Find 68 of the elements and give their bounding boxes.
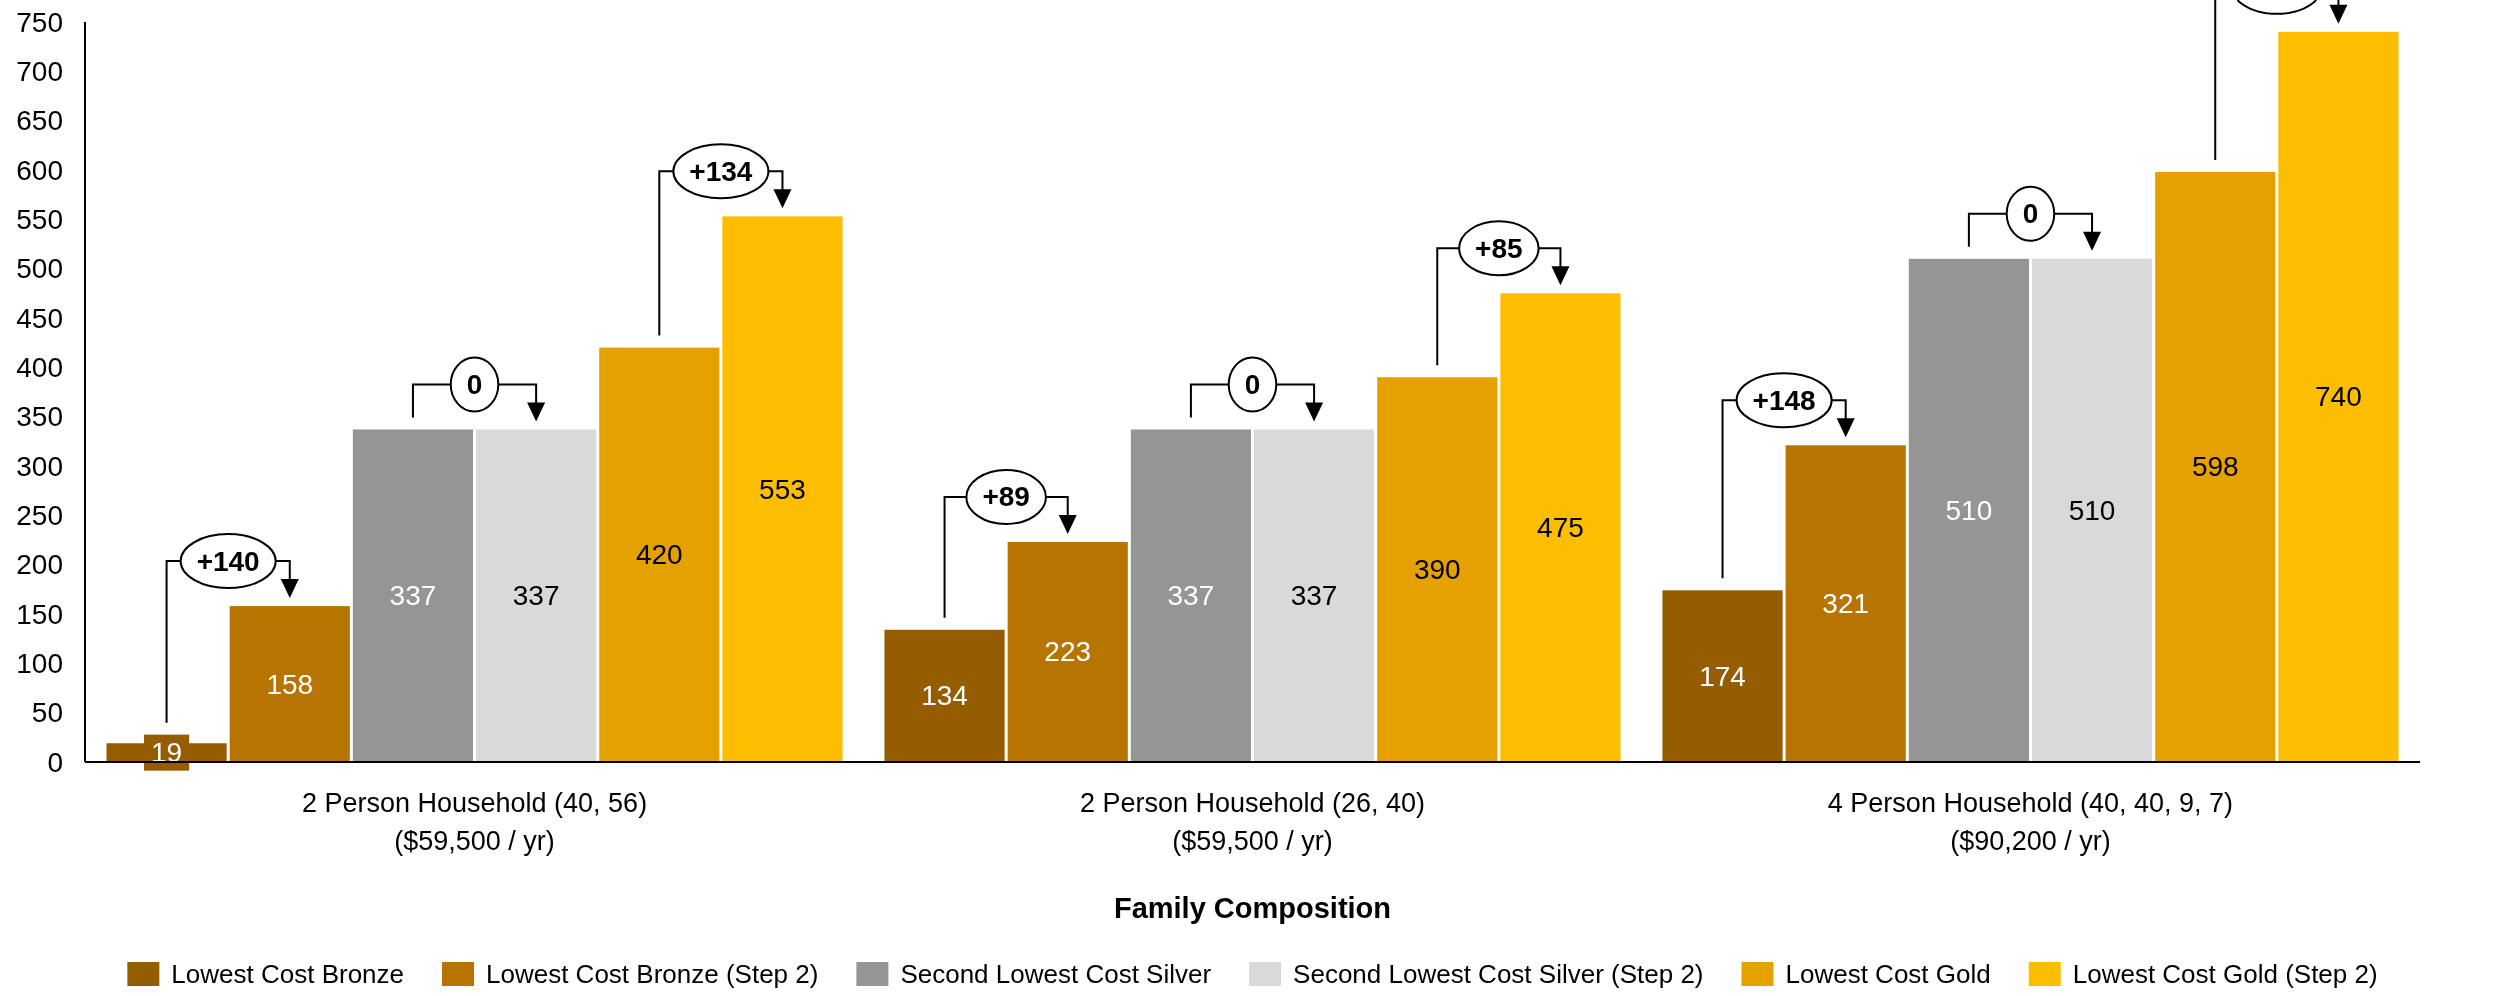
bar [599,347,720,762]
bar [1908,258,2029,762]
data-label: 420 [635,539,683,571]
bar [1500,293,1621,762]
bar [1662,590,1783,762]
data-label: 740 [2315,381,2362,413]
data-label: 510 [1945,494,1993,526]
bar [1254,429,1375,762]
data-label: 553 [759,473,806,505]
y-tick-label: 350 [16,401,63,433]
x-axis-title: Family Composition [1113,892,1392,924]
y-tick-label: 0 [47,746,63,778]
data-label: 174 [1699,660,1746,692]
bar [1785,445,1906,762]
x-tick-label: 2 Person Household (26, 40) ($59,500 / yr) [1079,788,1426,856]
y-tick-label: 200 [16,549,63,581]
bar [722,216,843,762]
y-tick-label: 600 [16,154,63,186]
y-tick-label: 400 [16,351,63,383]
legend-label: Lowest Cost Bronze [171,959,405,989]
annotation: +85 [1475,232,1523,264]
y-tick-label: 100 [16,647,63,679]
data-label: 158 [266,668,314,700]
bar [352,429,474,762]
data-label: 223 [1044,636,1092,668]
y-tick-label: 150 [16,598,63,630]
y-tick-label: 300 [16,450,63,482]
bar [2031,258,2153,762]
x-tick-label: 4 Person Household (40, 40, 9, 7) ($90,200 / yr) [1827,788,2234,856]
annotation: +148 [1752,384,1816,416]
data-label: 475 [1537,512,1584,544]
data-label: 337 [389,580,437,612]
y-tick-label: 50 [31,697,63,729]
bar [1130,429,1251,762]
annotation: +89 [982,481,1030,513]
y-tick-label: 450 [16,302,63,334]
y-tick-label: 750 [16,6,63,38]
y-tick-label: 250 [16,499,63,531]
bar [229,606,350,762]
bar [1007,541,1128,762]
annotation: +134 [689,155,753,187]
legend-label: Lowest Cost Gold [1785,959,1991,989]
y-tick-label: 650 [16,105,63,137]
data-label: 337 [512,580,560,612]
legend-label: Lowest Cost Bronze (Step 2) [486,959,819,989]
bar [2278,31,2399,762]
bar [1377,377,1498,762]
data-label: 510 [2068,494,2116,526]
annotation: 0 [2022,198,2039,230]
bar [2155,171,2276,762]
bar [476,429,597,762]
legend-label: Lowest Cost Gold (Step 2) [2072,959,2378,989]
data-label: 337 [1290,580,1338,612]
data-label: 390 [1413,554,1461,586]
annotation: 0 [466,368,483,400]
data-label: 598 [2191,451,2239,483]
x-tick-label: 2 Person Household (40, 56) ($59,500 / yr) [301,788,648,856]
legend-label: Second Lowest Cost Silver [900,959,1212,989]
data-label: 134 [921,680,968,712]
annotation: 0 [1244,368,1261,400]
legend-label: Second Lowest Cost Silver (Step 2) [1293,959,1704,989]
y-tick-label: 500 [16,253,63,285]
annotation: +140 [196,545,260,577]
data-label: 321 [1822,588,1870,620]
bar [884,629,1005,762]
y-tick-label: 550 [16,203,63,235]
y-tick-label: 700 [16,55,63,87]
data-label: 337 [1167,580,1215,612]
